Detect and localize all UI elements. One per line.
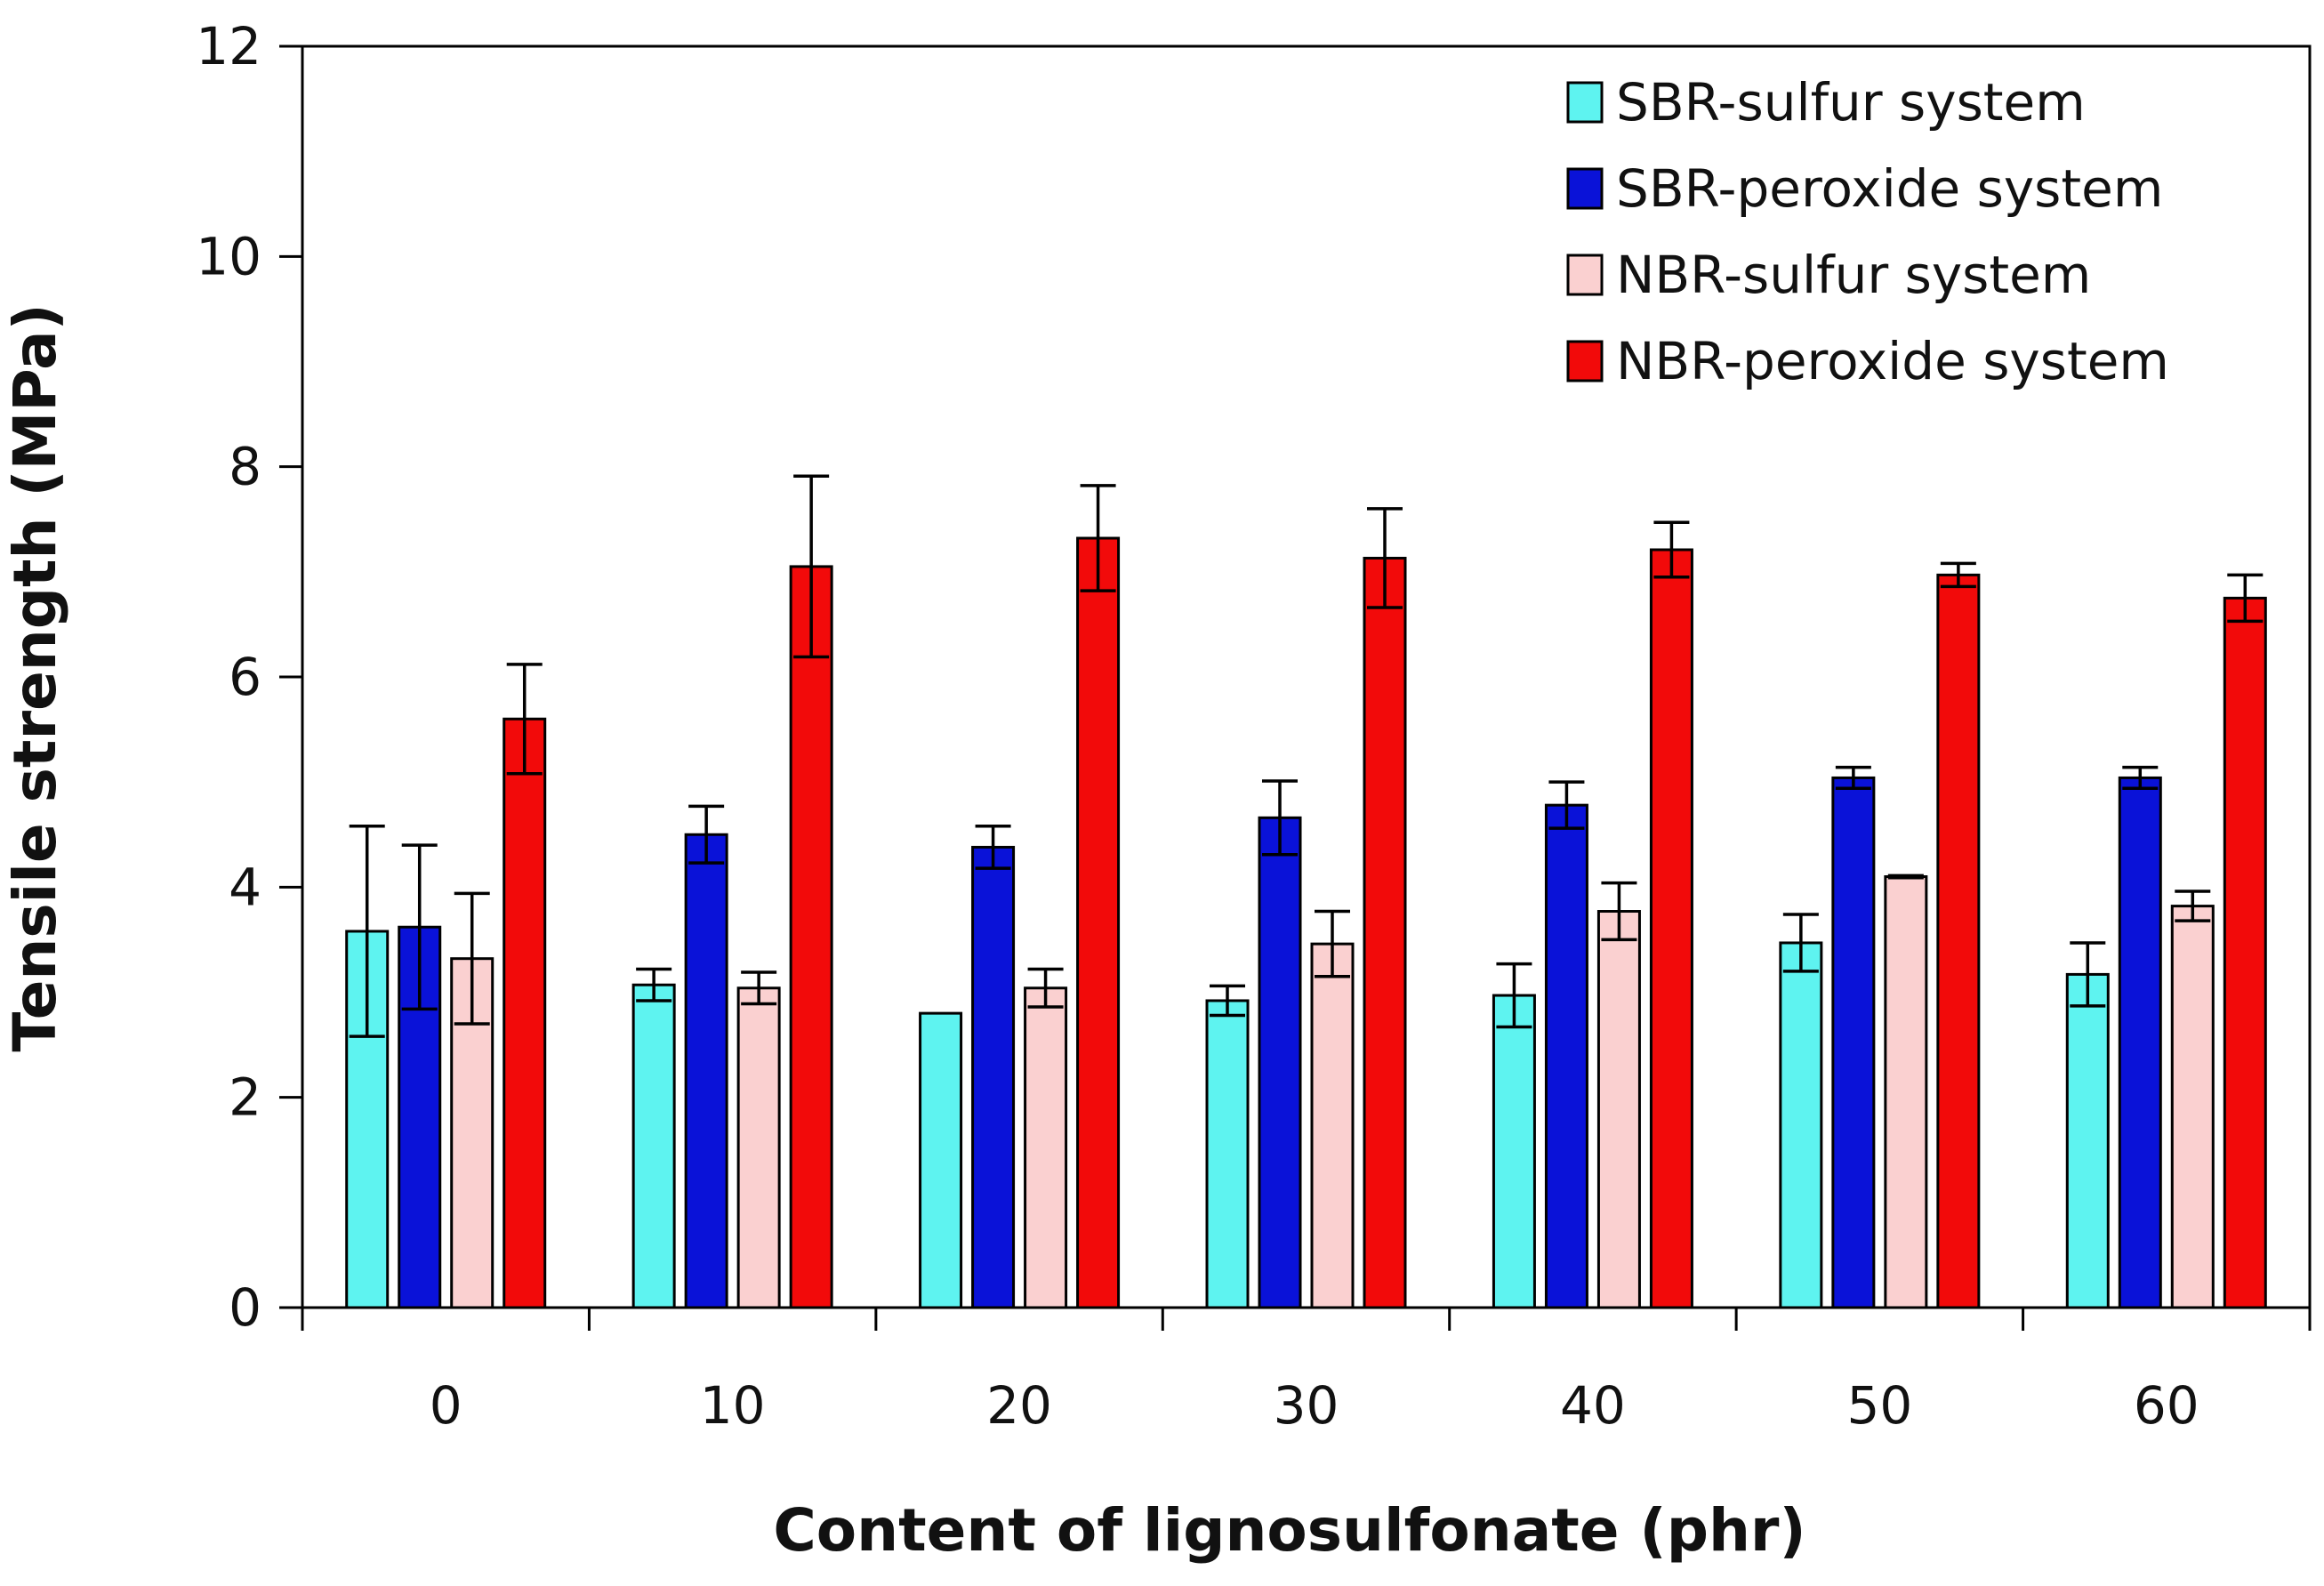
x-tick-label: 50	[1846, 1375, 1912, 1436]
error-bar	[636, 967, 672, 1002]
error-bar	[975, 825, 1011, 870]
error-bar	[1548, 780, 1585, 830]
y-tick-label: 10	[196, 226, 261, 286]
legend: SBR-sulfur system SBR-peroxide system NBR-…	[1566, 72, 2169, 391]
bar	[1831, 776, 1876, 1309]
legend-label: NBR-sulfur system	[1616, 245, 2091, 305]
bar	[971, 845, 1016, 1309]
error-bar	[2175, 890, 2211, 922]
bar	[1779, 941, 1823, 1309]
error-bar	[1496, 962, 1532, 1029]
bar	[1649, 548, 1693, 1309]
error-bar	[2122, 765, 2159, 791]
bar	[684, 833, 728, 1309]
bar	[736, 986, 781, 1309]
legend-label: SBR-sulfur system	[1616, 72, 2086, 133]
error-bar	[1027, 967, 1064, 1009]
error-bar	[1835, 765, 1871, 791]
bar	[2170, 905, 2215, 1309]
x-tick-label: 40	[1560, 1375, 1626, 1436]
error-bar	[793, 474, 830, 659]
error-bar	[741, 970, 777, 1006]
bar	[1363, 556, 1407, 1309]
y-tick-label: 8	[229, 437, 261, 497]
bar	[631, 983, 676, 1309]
error-bar	[688, 804, 725, 865]
error-bar	[1887, 874, 1924, 880]
y-tick-label: 2	[229, 1067, 261, 1128]
legend-swatch	[1566, 254, 1604, 296]
x-tick-label: 30	[1274, 1375, 1339, 1436]
legend-item: NBR-peroxide system	[1566, 331, 2169, 391]
bar	[1884, 875, 1928, 1309]
error-bar	[1367, 507, 1403, 609]
error-bar	[349, 825, 385, 1038]
error-bar	[506, 663, 543, 776]
bar	[919, 1011, 963, 1309]
error-bar	[2227, 573, 2264, 624]
error-bar	[1601, 881, 1637, 942]
y-tick-label: 6	[229, 647, 261, 707]
bar	[1258, 816, 1302, 1309]
axes-layer: 0 2 4 6 8 10 12 0 10 20 30 40 50 60	[196, 16, 2312, 1436]
bar	[1492, 994, 1536, 1309]
error-bar	[1782, 913, 1819, 973]
x-tick-label: 60	[2134, 1375, 2199, 1436]
error-bar	[1940, 561, 1976, 589]
bar	[2118, 776, 2162, 1309]
error-bar	[401, 843, 438, 1011]
error-bar	[1262, 779, 1298, 857]
bar	[1024, 986, 1068, 1309]
bar	[1544, 803, 1588, 1309]
y-tick-label: 0	[229, 1277, 261, 1338]
legend-swatch	[1566, 81, 1604, 124]
x-tick-label: 0	[430, 1375, 462, 1436]
error-bar	[1315, 909, 1350, 978]
legend-item: SBR-peroxide system	[1566, 158, 2163, 219]
legend-swatch	[1566, 340, 1604, 382]
legend-label: SBR-peroxide system	[1616, 158, 2163, 219]
bars-layer	[345, 474, 2267, 1309]
bar	[1076, 536, 1121, 1309]
y-tick-label: 12	[196, 16, 261, 76]
bar	[2065, 972, 2110, 1309]
error-bar	[1080, 484, 1116, 592]
bar	[1205, 999, 1250, 1309]
bar	[1310, 942, 1355, 1309]
error-bar	[2070, 941, 2106, 1008]
error-bar	[454, 891, 490, 1026]
legend-item: NBR-sulfur system	[1566, 245, 2091, 305]
legend-item: SBR-sulfur system	[1566, 72, 2086, 133]
error-bar	[1210, 984, 1245, 1018]
legend-label: NBR-peroxide system	[1616, 331, 2169, 391]
bar	[789, 565, 833, 1309]
y-axis-title: Tensile strength (MPa)	[1, 303, 69, 1051]
x-tick-label: 20	[986, 1375, 1052, 1436]
legend-swatch	[1566, 167, 1604, 210]
error-bar	[1653, 520, 1690, 579]
bar	[2223, 596, 2267, 1309]
x-tick-label: 10	[700, 1375, 766, 1436]
y-tick-label: 4	[229, 857, 261, 917]
bar	[1596, 910, 1641, 1309]
bar	[503, 717, 547, 1309]
x-axis-title: Content of lignosulfonate (phr)	[773, 1496, 1805, 1565]
bar	[1936, 573, 1981, 1309]
